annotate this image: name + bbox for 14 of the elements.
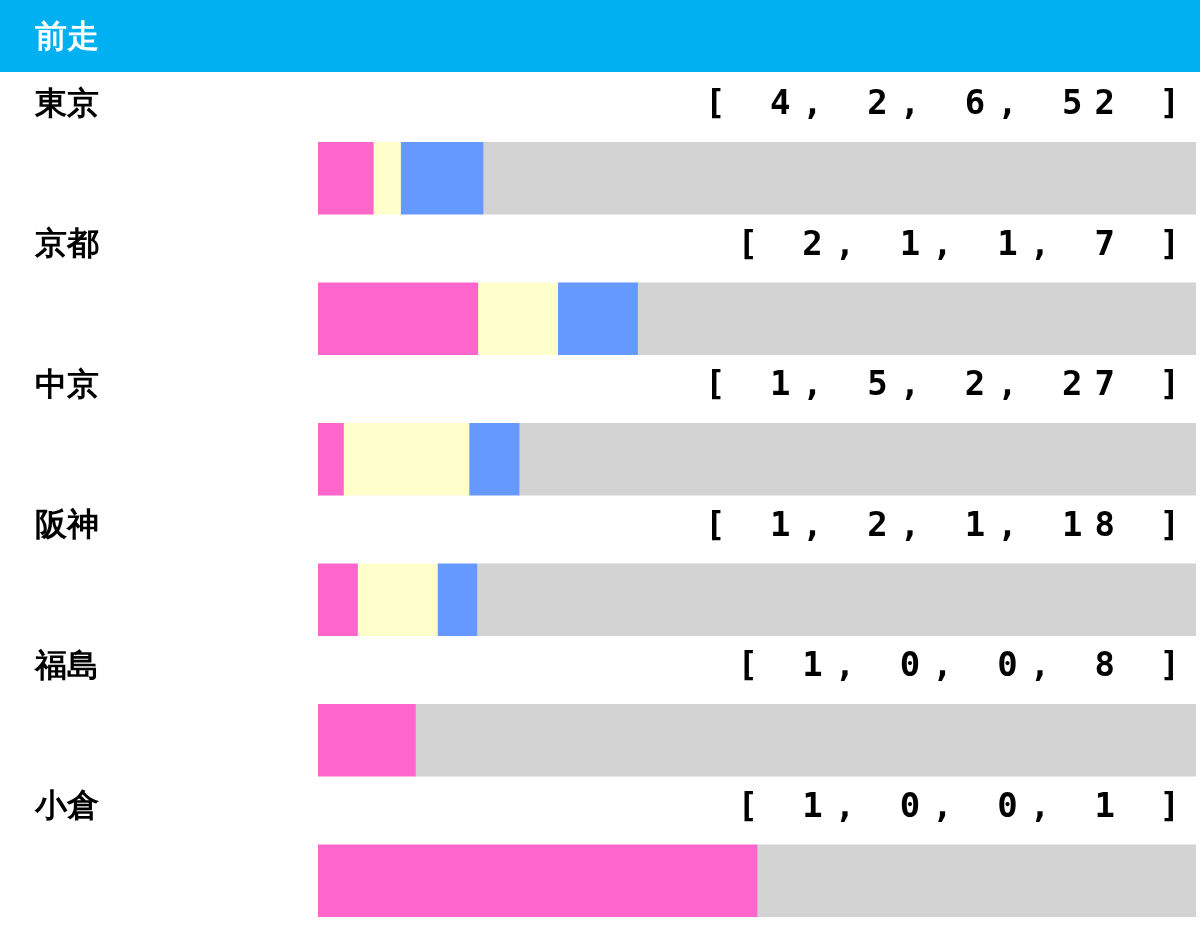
- y-tick-label: 東京: [34, 83, 99, 122]
- annotation: [ 1, 2, 1, 18 ]: [704, 503, 1192, 544]
- y-tick-label: 福島: [33, 645, 99, 684]
- y-tick-label: 中京: [35, 364, 99, 403]
- annotation: [ 2, 1, 1, 7 ]: [737, 222, 1192, 263]
- y-tick-label: 小倉: [34, 786, 100, 825]
- chart-title: 前走: [35, 17, 99, 55]
- annotation: [ 4, 2, 6, 52 ]: [704, 82, 1192, 123]
- y-tick-label: 阪神: [35, 505, 99, 544]
- header-banner: 前走: [0, 0, 1200, 72]
- annotation: [ 1, 0, 0, 1 ]: [737, 784, 1192, 825]
- y-tick-label: 京都: [34, 224, 99, 263]
- annotation: [ 1, 0, 0, 8 ]: [737, 644, 1192, 685]
- annotation: [ 1, 5, 2, 27 ]: [704, 363, 1192, 404]
